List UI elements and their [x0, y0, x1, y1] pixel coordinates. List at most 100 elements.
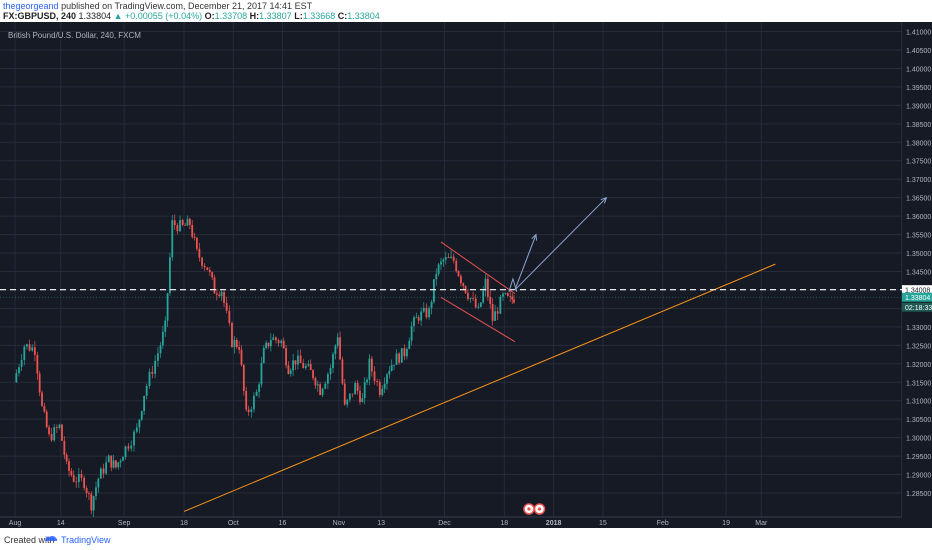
- candle-body: [435, 273, 438, 280]
- tradingview-brand[interactable]: TradingView: [61, 535, 111, 545]
- candle-body: [135, 427, 138, 432]
- created-with-label: Created with: [4, 535, 55, 545]
- candle-body: [285, 348, 287, 366]
- candle-body: [299, 355, 302, 363]
- candle-body: [297, 355, 299, 365]
- author-link[interactable]: thegeorgeand: [3, 1, 59, 11]
- candle-body: [53, 427, 56, 441]
- candle-body: [110, 455, 113, 468]
- candle-body: [287, 365, 290, 374]
- candle-body: [509, 295, 512, 297]
- tradingview-logo-icon: [45, 535, 57, 541]
- candle-body: [196, 237, 198, 249]
- y-tick-label: 1.29500: [906, 454, 931, 461]
- candle-body: [280, 340, 283, 344]
- candle-body: [253, 395, 255, 410]
- candle-body: [242, 364, 245, 391]
- price-change: ▲ +0.00055 (+0.04%): [113, 11, 203, 21]
- candle-body: [460, 276, 462, 284]
- candle-body: [140, 411, 143, 420]
- price-chart[interactable]: 1.41000 1.40500 1.40000 1.39500 1.39000 1.385…: [0, 22, 932, 528]
- candle-body: [359, 390, 361, 403]
- candle-body: [122, 457, 124, 461]
- candle-body: [450, 256, 452, 259]
- price-axis[interactable]: [902, 22, 932, 528]
- candle-body: [250, 409, 253, 413]
- symbol-line: FX:GBPUSD, 240 1.33804 ▲ +0.00055 (+0.04…: [3, 11, 380, 21]
- y-tick-label: 1.37000: [906, 177, 931, 184]
- candle-body: [262, 348, 265, 363]
- event-flag-dot: [537, 507, 542, 511]
- candle-body: [68, 461, 70, 471]
- candle-body: [133, 431, 135, 446]
- candle-body: [393, 364, 395, 366]
- candle-body: [117, 462, 120, 468]
- candle-body: [95, 487, 97, 497]
- candle-body: [440, 261, 442, 265]
- candle-body: [63, 440, 66, 455]
- level-price-text: 1.34008: [905, 288, 930, 295]
- y-tick-label: 1.30500: [906, 417, 931, 424]
- candle-body: [339, 337, 341, 360]
- candle-body: [361, 398, 364, 403]
- candle-body: [90, 493, 93, 511]
- candle-body: [314, 378, 317, 386]
- candle-body: [467, 292, 469, 299]
- candle-body: [428, 308, 430, 318]
- y-tick-label: 1.35500: [906, 233, 931, 240]
- candle-body: [444, 257, 447, 260]
- candle-body: [417, 317, 420, 321]
- candle-body: [33, 347, 36, 355]
- x-tick-label: 13: [377, 520, 385, 527]
- candle-body: [442, 259, 445, 262]
- published-text: published on TradingView.com, December 2…: [61, 1, 313, 11]
- candle-body: [504, 293, 507, 294]
- candle-body: [145, 385, 148, 396]
- publish-header: thegeorgeand published on TradingView.co…: [0, 0, 932, 22]
- candle-body: [164, 320, 167, 332]
- candle-body: [181, 219, 184, 225]
- grid-lines: [0, 22, 903, 518]
- chart-area[interactable]: 1.41000 1.40500 1.40000 1.39500 1.39000 1.385…: [0, 22, 932, 528]
- y-tick-label: 1.38000: [906, 140, 931, 147]
- candle-body: [191, 224, 194, 237]
- candle-body: [260, 362, 263, 385]
- candle-body: [496, 311, 499, 314]
- candle-body: [203, 265, 206, 268]
- trendline: [183, 263, 776, 512]
- x-tick-label: 16: [279, 520, 287, 527]
- candle-body: [267, 342, 270, 347]
- candle-body: [143, 395, 146, 412]
- candle-body: [395, 353, 398, 365]
- candle-body: [307, 364, 310, 366]
- candle-body: [370, 358, 373, 372]
- candle-body: [363, 382, 366, 399]
- candle-body: [184, 224, 187, 226]
- open-label: O:: [204, 11, 215, 21]
- candle-body: [343, 383, 346, 405]
- candle-body: [88, 492, 90, 494]
- candle-body: [159, 345, 162, 354]
- candle-body: [130, 445, 133, 449]
- candle-body: [193, 236, 196, 238]
- candle-body: [398, 353, 401, 363]
- candle-body: [506, 293, 509, 296]
- candle-body: [26, 344, 28, 347]
- y-tick-label: 1.29000: [906, 473, 931, 480]
- candle-body: [324, 383, 327, 389]
- candle-body: [383, 383, 386, 389]
- y-tick-label: 1.31000: [906, 399, 931, 406]
- candle-body: [97, 478, 100, 488]
- candle-body: [420, 311, 423, 321]
- falling-channel: [440, 241, 516, 343]
- candle-body: [20, 360, 23, 368]
- candle-body: [491, 303, 494, 321]
- candle-body: [171, 220, 174, 258]
- y-tick-label: 1.30000: [906, 436, 931, 443]
- event-markers[interactable]: [523, 503, 546, 515]
- candle-body: [341, 359, 344, 384]
- high-label: H:: [249, 11, 260, 21]
- candle-body: [304, 365, 307, 369]
- candle-body: [38, 373, 41, 393]
- candle-body: [211, 272, 214, 278]
